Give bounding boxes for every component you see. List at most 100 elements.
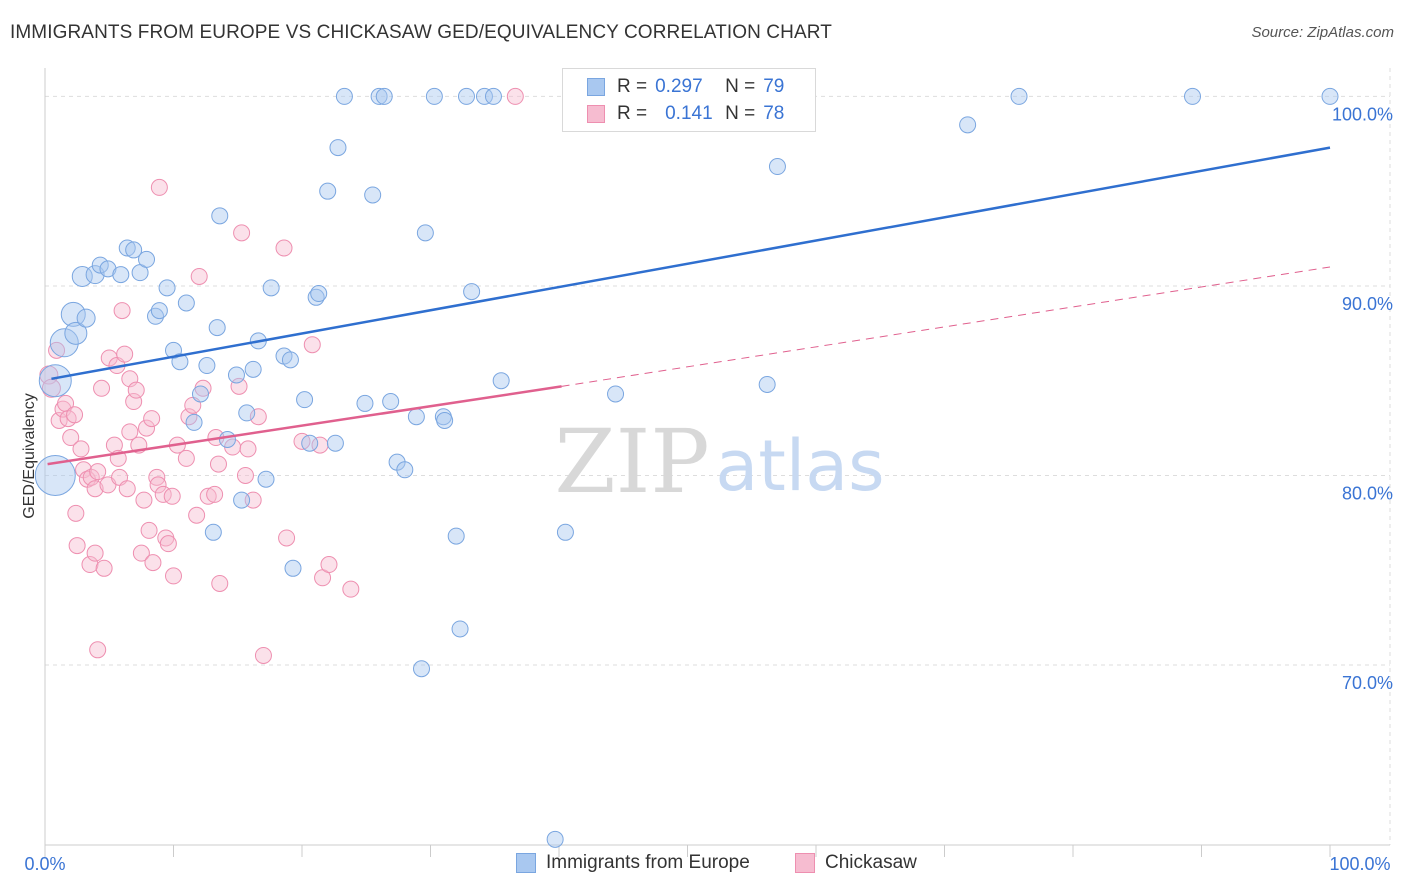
data-point-immigrants-from-europe — [356, 394, 374, 412]
data-point-immigrants-from-europe — [238, 404, 256, 422]
legend-row-chickasaw: R = 0.141 N = 78 — [587, 101, 784, 127]
data-point-chickasaw — [113, 302, 131, 320]
data-point-chickasaw — [143, 410, 161, 428]
data-point-chickasaw — [150, 178, 168, 196]
data-point-immigrants-from-europe — [475, 87, 493, 105]
trend-line-immigrants-from-europe — [51, 146, 1331, 381]
chart-title: IMMIGRANTS FROM EUROPE VS CHICKASAW GED/… — [10, 22, 832, 43]
data-point-immigrants-from-europe — [457, 87, 475, 105]
legend: R = 0.297 N = 79 R = 0.141 N = 78 — [562, 68, 816, 132]
data-point-chickasaw — [67, 504, 85, 522]
data-point-immigrants-from-europe — [34, 454, 76, 496]
data-point-chickasaw — [116, 345, 134, 363]
data-point-immigrants-from-europe — [284, 559, 302, 577]
data-point-chickasaw — [89, 641, 107, 659]
bottom-legend-label: Chickasaw — [825, 852, 917, 873]
data-point-immigrants-from-europe — [218, 430, 236, 448]
data-point-chickasaw — [68, 537, 86, 555]
y-tick-label: 90.0% — [1342, 294, 1393, 314]
data-point-immigrants-from-europe — [375, 87, 393, 105]
data-point-chickasaw — [506, 87, 524, 105]
legend-swatch-pink — [587, 105, 605, 123]
watermark: ZIP atlas — [554, 410, 884, 513]
data-point-chickasaw — [199, 487, 217, 505]
data-point-chickasaw — [342, 580, 360, 598]
data-point-immigrants-from-europe — [326, 434, 344, 452]
y-tick-label: 70.0% — [1342, 673, 1393, 693]
legend-swatch-blue — [587, 78, 605, 96]
data-point-immigrants-from-europe — [60, 301, 86, 327]
data-point-immigrants-from-europe — [335, 87, 353, 105]
data-point-chickasaw — [233, 224, 251, 242]
data-point-immigrants-from-europe — [451, 620, 469, 638]
data-point-immigrants-from-europe — [227, 366, 245, 384]
series-chickasaw — [39, 87, 524, 664]
x-tick-label-end: 100.0% — [1329, 854, 1390, 874]
data-point-immigrants-from-europe — [484, 87, 502, 105]
legend-row-immigrants-from-europe: R = 0.297 N = 79 — [587, 74, 784, 100]
data-point-chickasaw — [230, 377, 248, 395]
legend-n-value: 78 — [763, 103, 785, 124]
data-point-chickasaw — [177, 449, 195, 467]
data-point-immigrants-from-europe — [407, 408, 425, 426]
data-point-chickasaw — [82, 468, 100, 486]
data-point-immigrants-from-europe — [257, 470, 275, 488]
data-point-immigrants-from-europe — [546, 830, 564, 848]
series-immigrants-from-europe — [34, 87, 1339, 848]
legend-r-label: R = — [617, 76, 648, 97]
data-point-chickasaw — [144, 554, 162, 572]
data-point-immigrants-from-europe — [370, 87, 388, 105]
bottom-legend-label: Immigrants from Europe — [546, 852, 750, 873]
data-point-immigrants-from-europe — [49, 328, 79, 358]
source-label: Source: ZipAtlas.com — [1251, 24, 1394, 41]
watermark-atlas: atlas — [715, 425, 884, 507]
data-point-immigrants-from-europe — [492, 372, 510, 390]
data-point-immigrants-from-europe — [1010, 87, 1028, 105]
data-point-chickasaw — [121, 423, 139, 441]
data-point-chickasaw — [244, 491, 262, 509]
tick-labels: 70.0% 80.0% 90.0% 100.0% 0.0% 100.0% — [24, 104, 1393, 874]
data-point-immigrants-from-europe — [177, 294, 195, 312]
data-point-immigrants-from-europe — [556, 523, 574, 541]
data-point-immigrants-from-europe — [463, 283, 481, 301]
data-point-immigrants-from-europe — [125, 241, 143, 259]
gridlines — [45, 68, 1391, 845]
data-point-immigrants-from-europe — [233, 491, 251, 509]
data-point-chickasaw — [132, 544, 150, 562]
data-point-immigrants-from-europe — [436, 411, 454, 429]
data-point-chickasaw — [275, 239, 293, 257]
data-point-chickasaw — [86, 480, 104, 498]
bottom-legend-swatch-pink — [795, 853, 815, 873]
data-point-immigrants-from-europe — [329, 139, 347, 157]
legend-r-value: 0.297 — [655, 76, 703, 97]
data-point-chickasaw — [127, 381, 145, 399]
data-point-immigrants-from-europe — [396, 461, 414, 479]
data-point-immigrants-from-europe — [208, 319, 226, 337]
data-point-chickasaw — [138, 419, 156, 437]
data-point-chickasaw — [236, 466, 254, 484]
watermark-zip: ZIP — [554, 410, 709, 513]
legend-n-value: 79 — [763, 76, 785, 97]
bottom-legend: Immigrants from Europe Chickasaw — [0, 852, 1406, 878]
trend-lines — [47, 146, 1331, 466]
data-point-immigrants-from-europe — [171, 353, 189, 371]
data-point-immigrants-from-europe — [38, 364, 72, 398]
data-point-chickasaw — [211, 574, 229, 592]
data-point-immigrants-from-europe — [244, 360, 262, 378]
x-tick-label-start: 0.0% — [24, 854, 65, 874]
data-point-immigrants-from-europe — [296, 391, 314, 409]
data-point-immigrants-from-europe — [310, 285, 328, 303]
data-point-immigrants-from-europe — [301, 434, 319, 452]
data-point-chickasaw — [86, 544, 104, 562]
data-point-immigrants-from-europe — [425, 87, 443, 105]
legend-n-label: N = — [725, 103, 756, 124]
legend-r-label: R = — [617, 103, 648, 124]
data-point-immigrants-from-europe — [364, 186, 382, 204]
data-point-chickasaw — [149, 476, 167, 494]
data-point-immigrants-from-europe — [138, 250, 156, 268]
data-point-immigrants-from-europe — [204, 523, 222, 541]
legend-n-label: N = — [725, 76, 756, 97]
data-point-chickasaw — [48, 341, 66, 359]
data-point-immigrants-from-europe — [91, 256, 109, 274]
